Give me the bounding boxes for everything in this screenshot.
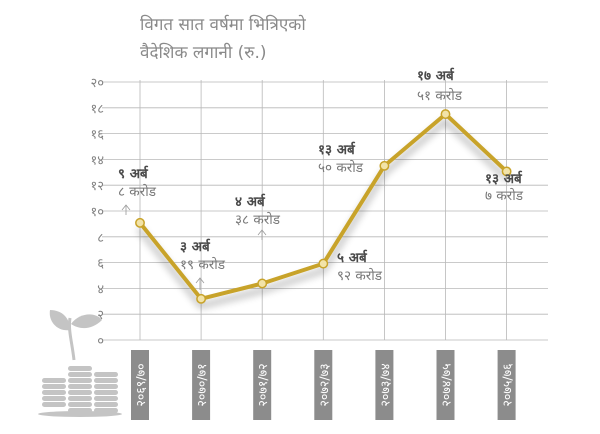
data-label-crore: ७ करोड — [485, 187, 524, 204]
data-label-amount: १३ अर्ब — [318, 141, 356, 158]
y-tick-label: ८ — [97, 231, 104, 246]
x-tick-label-band — [436, 350, 455, 420]
chart-title-line-1: विगत सात वर्षमा भित्रिएको — [140, 15, 306, 35]
data-label-crore: ५० करोड — [318, 159, 364, 176]
x-tick-label: २०७१/७२ — [255, 363, 270, 406]
y-tick-label: २० — [90, 76, 104, 91]
x-tick-label: २०७०/७१ — [194, 363, 209, 406]
x-tick-label-band — [314, 350, 333, 420]
x-tick-label-band — [375, 350, 394, 420]
data-point — [440, 109, 451, 120]
data-label-arrowhead — [195, 277, 205, 284]
x-tick-label: २०७३/७४ — [377, 363, 392, 406]
x-tick-label-band — [497, 350, 516, 420]
x-tick-label: २०७२/७३ — [316, 363, 331, 406]
x-tick-label-band — [192, 350, 211, 420]
data-label-amount: ४ अर्ब — [235, 193, 266, 210]
x-tick-label: २०७४/७५ — [439, 363, 454, 406]
data-label-amount: १७ अर्ब — [417, 67, 455, 84]
y-tick-label: १८ — [90, 102, 104, 117]
coin-stack-plant-icon — [38, 310, 122, 417]
x-tick-label-group: २०७२/७३ — [314, 350, 333, 420]
x-tick-label-group: २०७१/७२ — [253, 350, 272, 420]
data-label-crore: ३८ करोड — [235, 211, 281, 228]
data-point — [318, 258, 329, 269]
y-tick-label: ४ — [97, 282, 104, 297]
data-point — [196, 293, 207, 304]
data-label-amount: ३ अर्ब — [180, 238, 211, 255]
data-label-arrowhead — [121, 204, 131, 211]
data-label-crore: ५१ करोड — [417, 87, 463, 104]
data-point — [135, 217, 145, 228]
x-tick-label-group: २०७०/७१ — [192, 350, 211, 420]
data-label-amount: ९ अर्ब — [118, 165, 149, 182]
y-tick-label: १६ — [90, 128, 104, 143]
x-tick-label-group: २०७५/७६ — [497, 350, 516, 420]
data-label-crore: ८ करोड — [118, 183, 157, 200]
y-tick-label: २ — [97, 308, 104, 323]
x-tick-label: २०७५/७६ — [500, 363, 515, 406]
data-point — [257, 278, 268, 289]
x-tick-label-group: २०७४/७५ — [436, 350, 455, 420]
data-label-amount: १३ अर्ब — [485, 170, 523, 187]
data-label-crore: ९२ करोड — [337, 267, 383, 284]
x-tick-label-band — [253, 350, 272, 420]
x-tick-label: २०६९/७० — [133, 363, 148, 406]
y-tick-label: १० — [90, 205, 104, 220]
data-point — [379, 160, 390, 171]
y-tick-label: ० — [97, 334, 104, 349]
data-label-arrowhead — [257, 229, 267, 236]
data-point — [501, 166, 512, 177]
x-tick-label-band — [131, 350, 149, 420]
x-tick-label-group: २०६९/७० — [131, 350, 149, 420]
x-tick-label-group: २०७३/७४ — [375, 350, 394, 420]
y-tick-label: १४ — [90, 153, 104, 168]
data-label-amount: ५ अर्ब — [337, 249, 368, 266]
chart-title-line-2: वैदेशिक लगानी (रु.) — [140, 43, 267, 63]
y-tick-label: ६ — [97, 257, 104, 272]
y-tick-label: १२ — [90, 179, 104, 194]
data-label-crore: १९ करोड — [180, 256, 226, 273]
